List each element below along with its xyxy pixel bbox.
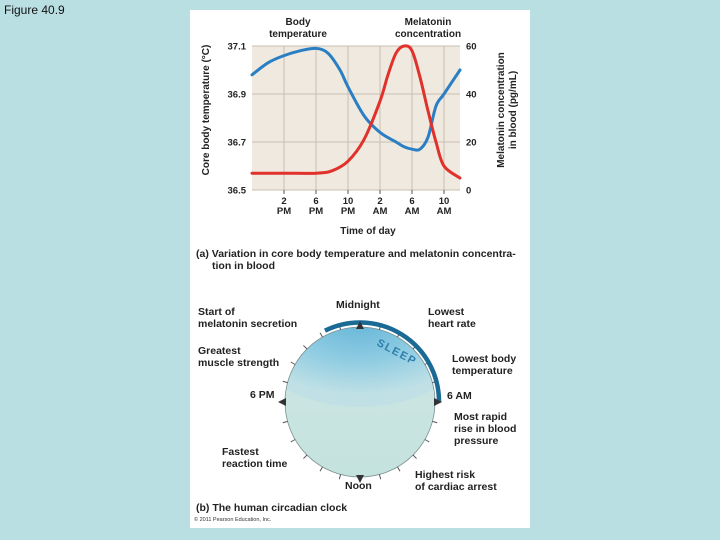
clock-caption: (b) The human circadian clock xyxy=(196,502,347,514)
clock-caption-text: The human circadian clock xyxy=(212,502,348,514)
clock-hour-tick xyxy=(319,466,323,472)
greatest-muscle-line1: Greatest xyxy=(198,345,241,357)
y-left-tick-label: 36.7 xyxy=(228,138,247,149)
clock-hour-tick xyxy=(319,332,323,338)
rapid-rise-label: Most rapid rise in blood pressure xyxy=(454,411,516,447)
y-axis-right-title-line2: in blood (pg/mL) xyxy=(508,71,519,149)
temperature-melatonin-chart: 37.136.936.736.560402002PM6PM10PM2AM6AM1… xyxy=(190,10,530,250)
rapid-rise-line3: pressure xyxy=(454,435,499,447)
clock-caption-letter: (b) xyxy=(196,502,210,514)
cardiac-risk-line2: of cardiac arrest xyxy=(415,481,497,493)
copyright: © 2011 Pearson Education, Inc. xyxy=(194,517,272,523)
noon-label: Noon xyxy=(345,480,372,492)
start-melatonin-line1: Start of xyxy=(198,306,235,318)
x-tick-label-hour: 2 xyxy=(377,196,382,207)
x-tick-label-period: PM xyxy=(341,206,355,217)
six-pm-label: 6 PM xyxy=(250,389,275,401)
lowest-temp-label: Lowest body temperature xyxy=(452,353,516,377)
six-am-marker xyxy=(434,398,442,406)
clock-hour-tick xyxy=(412,454,417,459)
cardiac-risk-label: Highest risk of cardiac arrest xyxy=(415,469,497,493)
x-tick-label-hour: 6 xyxy=(313,196,318,207)
ticks-group: 37.136.936.736.560402002PM6PM10PM2AM6AM1… xyxy=(228,42,477,218)
clock-hour-tick xyxy=(290,361,296,365)
body-temp-series-label-line2: temperature xyxy=(269,29,327,40)
cardiac-risk-line1: Highest risk xyxy=(415,469,476,481)
midnight-marker xyxy=(356,321,364,329)
clock-hour-tick xyxy=(432,420,438,424)
greatest-muscle-label: Greatest muscle strength xyxy=(198,345,279,369)
clock-hour-tick xyxy=(282,420,288,424)
x-tick-label-period: AM xyxy=(373,206,388,217)
six-am-label: 6 AM xyxy=(447,390,472,402)
sleep-label: SLEEP xyxy=(375,337,419,368)
x-tick-label-hour: 2 xyxy=(281,196,286,207)
slide-title: Figure 40.9 xyxy=(4,3,65,17)
lowest-temp-line2: temperature xyxy=(452,365,513,377)
start-melatonin-line2: melatonin secretion xyxy=(198,318,298,330)
x-tick-label-period: PM xyxy=(309,206,323,217)
x-tick-label-hour: 10 xyxy=(343,196,354,207)
six-pm-marker xyxy=(278,398,286,406)
chart-caption-letter: (a) xyxy=(196,248,209,260)
lowest-heart-rate-line1: Lowest xyxy=(428,306,465,318)
clock-hour-tick xyxy=(282,380,288,384)
melatonin-line xyxy=(250,44,462,180)
x-tick-label-hour: 6 xyxy=(409,196,414,207)
clock-hour-tick xyxy=(412,345,417,350)
clock-ticks xyxy=(280,322,440,482)
melatonin-series-label-line2: concentration xyxy=(395,29,461,40)
y-right-tick-label: 40 xyxy=(466,90,477,101)
plot-area xyxy=(252,46,460,190)
sleep-arc xyxy=(324,320,442,403)
midnight-label: Midnight xyxy=(336,299,380,311)
x-tick-label-hour: 10 xyxy=(439,196,450,207)
x-tick-label-period: AM xyxy=(437,206,452,217)
chart-caption: (a) Variation in core body temperature a… xyxy=(196,248,526,272)
clock-hour-tick xyxy=(303,345,308,350)
melatonin-series-label-line1: Melatonin xyxy=(405,17,452,28)
clock-hour-tick xyxy=(424,361,430,365)
rapid-rise-line2: rise in blood xyxy=(454,423,517,435)
start-melatonin-label: Start of melatonin secretion xyxy=(198,306,297,330)
lowest-temp-line1: Lowest body xyxy=(452,353,517,365)
clock-hour-tick xyxy=(432,380,438,384)
y-left-tick-label: 36.5 xyxy=(228,186,247,197)
fastest-reaction-label: Fastest reaction time xyxy=(222,446,287,470)
y-right-tick-label: 20 xyxy=(466,138,477,149)
rapid-rise-line1: Most rapid xyxy=(454,411,508,423)
y-right-tick-label: 0 xyxy=(466,186,471,197)
y-right-tick-label: 60 xyxy=(466,42,477,53)
lowest-heart-rate-label: Lowest heart rate xyxy=(428,306,476,330)
greatest-muscle-line2: muscle strength xyxy=(198,357,280,369)
chart-caption-line2: tion in blood xyxy=(212,260,275,272)
gridlines xyxy=(252,45,460,191)
body-temp-series-label-line1: Body xyxy=(286,17,311,28)
y-axis-left-title: Core body temperature (°C) xyxy=(201,45,212,176)
clock-hour-tick xyxy=(378,474,382,480)
clock-hour-tick xyxy=(338,324,342,330)
y-left-tick-label: 37.1 xyxy=(228,42,247,53)
chart-caption-line1: Variation in core body temperature and m… xyxy=(211,248,516,260)
y-left-tick-label: 36.9 xyxy=(228,90,247,101)
figure-panel: 37.1 36.9 36.7 36.5 60 40 20 0 2 PM 6 PM 10 PM 2 AM 6 AM 1… xyxy=(190,10,530,528)
series-group xyxy=(250,44,462,180)
clock-hour-tick xyxy=(397,332,401,338)
clock-hour-tick xyxy=(378,324,382,330)
fastest-reaction-line1: Fastest xyxy=(222,446,259,458)
fastest-reaction-line2: reaction time xyxy=(222,458,288,470)
y-axis-right-title-line1: Melatonin concentration xyxy=(496,52,507,168)
x-tick-label-period: PM xyxy=(277,206,291,217)
clock-hour-tick xyxy=(424,439,430,443)
x-axis-title: Time of day xyxy=(340,226,396,237)
clock-hour-tick xyxy=(303,454,308,459)
lowest-heart-rate-line2: heart rate xyxy=(428,318,476,330)
clock-hour-tick xyxy=(290,439,296,443)
clock-hour-tick xyxy=(338,474,342,480)
x-tick-label-period: AM xyxy=(405,206,420,217)
clock-hour-tick xyxy=(397,466,401,472)
